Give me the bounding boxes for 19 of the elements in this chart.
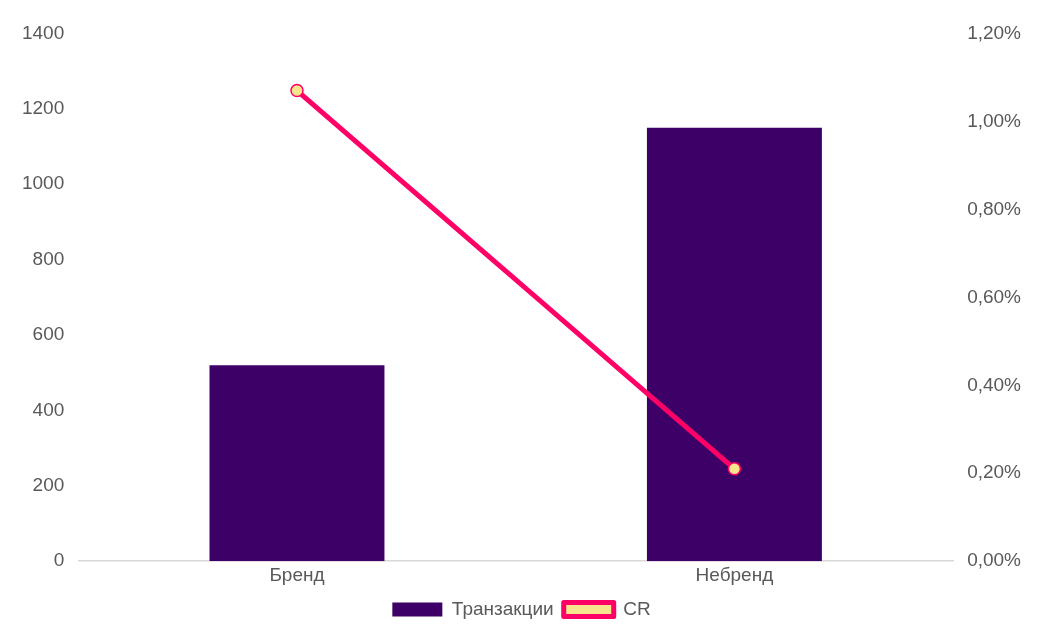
y2-tick-label: 0,00% [967,549,1022,571]
x-tick-label: Бренд [269,563,325,585]
y2-tick-label: 0,20% [967,461,1022,483]
y-tick-label: 1000 [21,172,65,194]
y-tick-label: 0 [53,549,65,571]
legend-label: CR [623,597,651,619]
y-tick-label: 1200 [21,97,65,119]
y-tick-label: 200 [32,474,65,496]
y2-tick-label: 0,80% [967,197,1022,219]
legend-label: Транзакции [451,597,554,619]
y2-tick-label: 0,40% [967,373,1022,395]
y-tick-label: 1400 [21,21,65,43]
y2-tick-label: 0,60% [967,285,1022,307]
y2-tick-label: 1,00% [967,109,1022,131]
y-tick-label: 800 [32,247,65,269]
y-tick-label: 600 [32,323,65,345]
y-tick-label: 400 [32,398,65,420]
x-tick-label: Небренд [695,563,774,585]
y2-tick-label: 1,20% [967,21,1022,43]
